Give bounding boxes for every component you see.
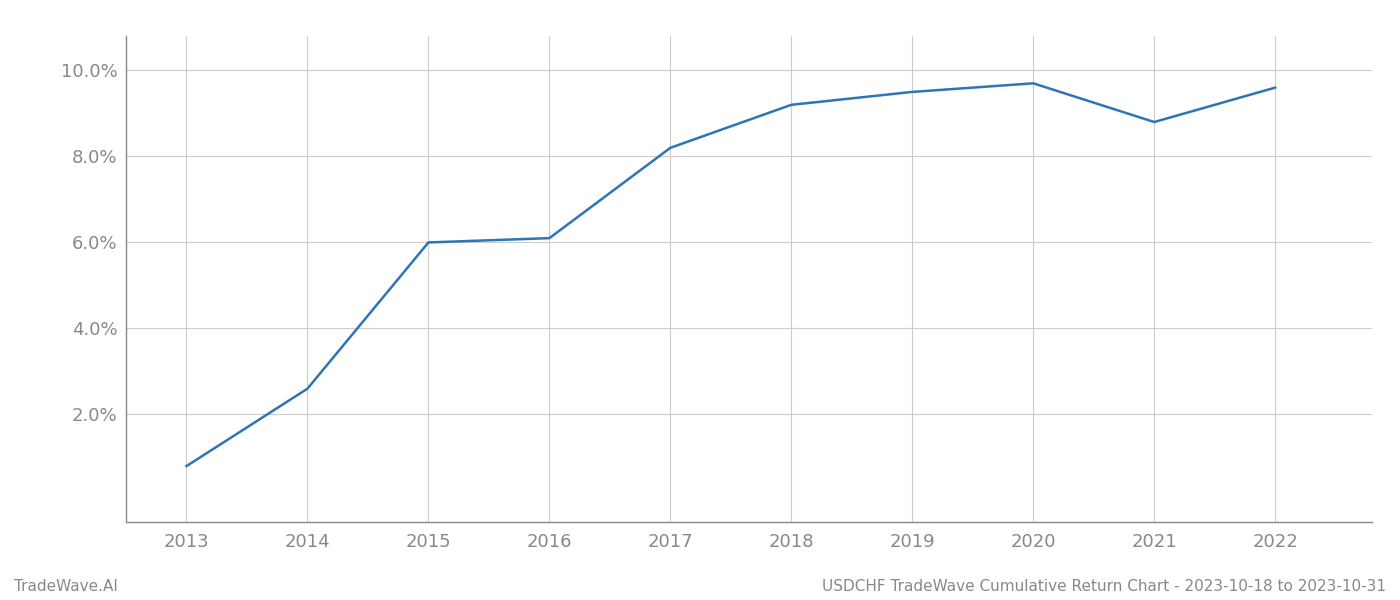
Text: USDCHF TradeWave Cumulative Return Chart - 2023-10-18 to 2023-10-31: USDCHF TradeWave Cumulative Return Chart… [822, 579, 1386, 594]
Text: TradeWave.AI: TradeWave.AI [14, 579, 118, 594]
